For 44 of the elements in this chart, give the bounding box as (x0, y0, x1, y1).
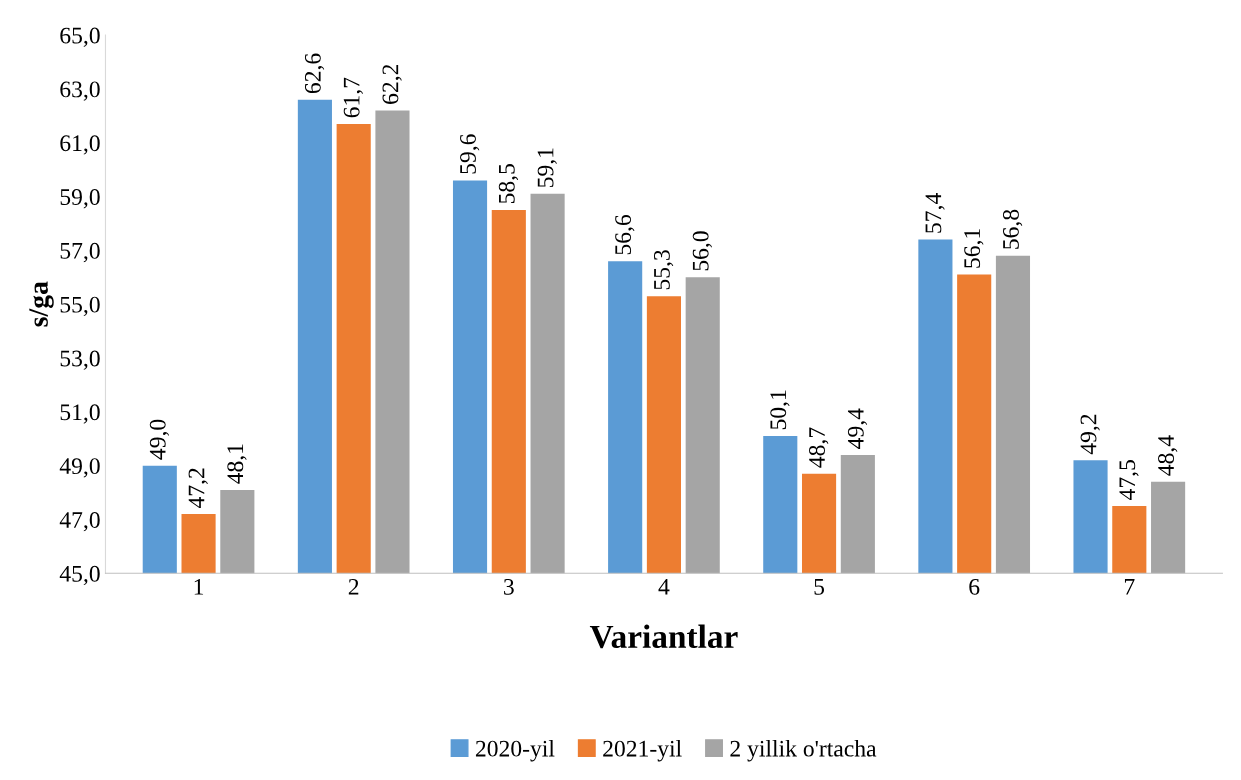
data-label: 48,1 (227, 444, 247, 484)
x-tick-label: 7 (1124, 579, 1135, 595)
y-axis-title: s/ga (29, 281, 54, 327)
data-label: 61,7 (343, 77, 363, 118)
data-label: 62,6 (304, 53, 325, 94)
data-label: 49,4 (847, 408, 868, 449)
y-tick-label: 65,0 (60, 27, 100, 47)
data-label: 47,5 (1119, 460, 1139, 501)
data-label: 56,8 (1002, 209, 1023, 249)
data-label: 56,1 (964, 229, 984, 268)
x-tick-label: 4 (658, 579, 670, 595)
y-tick-label: 53,0 (60, 350, 100, 370)
x-tick-label: 6 (969, 578, 980, 595)
y-tick-label: 51,0 (60, 404, 100, 424)
data-label: 56,6 (615, 214, 635, 255)
data-label: 49,2 (1080, 414, 1100, 455)
y-tick-label: 49,0 (59, 458, 100, 478)
data-label: 59,6 (460, 134, 480, 174)
data-label: 55,3 (653, 250, 674, 290)
legend-label: 2 yillik o'rtacha (730, 740, 877, 762)
data-label: 50,1 (770, 390, 790, 430)
x-tick-label: 3 (504, 578, 514, 595)
y-tick-label: 57,0 (60, 242, 100, 263)
y-tick-label: 45,0 (59, 565, 100, 586)
x-tick-label: 1 (194, 578, 204, 595)
data-label: 48,4 (1158, 435, 1178, 476)
data-label: 62,2 (382, 64, 402, 104)
data-label: 59,1 (537, 148, 557, 187)
data-label: 47,2 (188, 468, 208, 509)
y-tick-label: 47,0 (59, 511, 100, 532)
x-axis-title: Variantlar (589, 624, 738, 649)
x-tick-label: 2 (348, 578, 359, 595)
data-label: 58,5 (498, 164, 519, 204)
y-tick-label: 59,0 (60, 189, 100, 209)
y-tick-label: 55,0 (60, 296, 100, 317)
y-tick-label: 61,0 (60, 135, 100, 155)
data-label: 57,4 (925, 193, 945, 233)
x-tick-label: 5 (814, 579, 825, 595)
data-label: 48,7 (809, 427, 829, 468)
data-label: 49,0 (149, 419, 170, 460)
y-tick-label: 63,0 (60, 81, 100, 101)
legend-label: 2021-yil (603, 740, 682, 762)
data-label: 56,0 (692, 231, 713, 271)
legend-label: 2020-yil (475, 740, 555, 762)
